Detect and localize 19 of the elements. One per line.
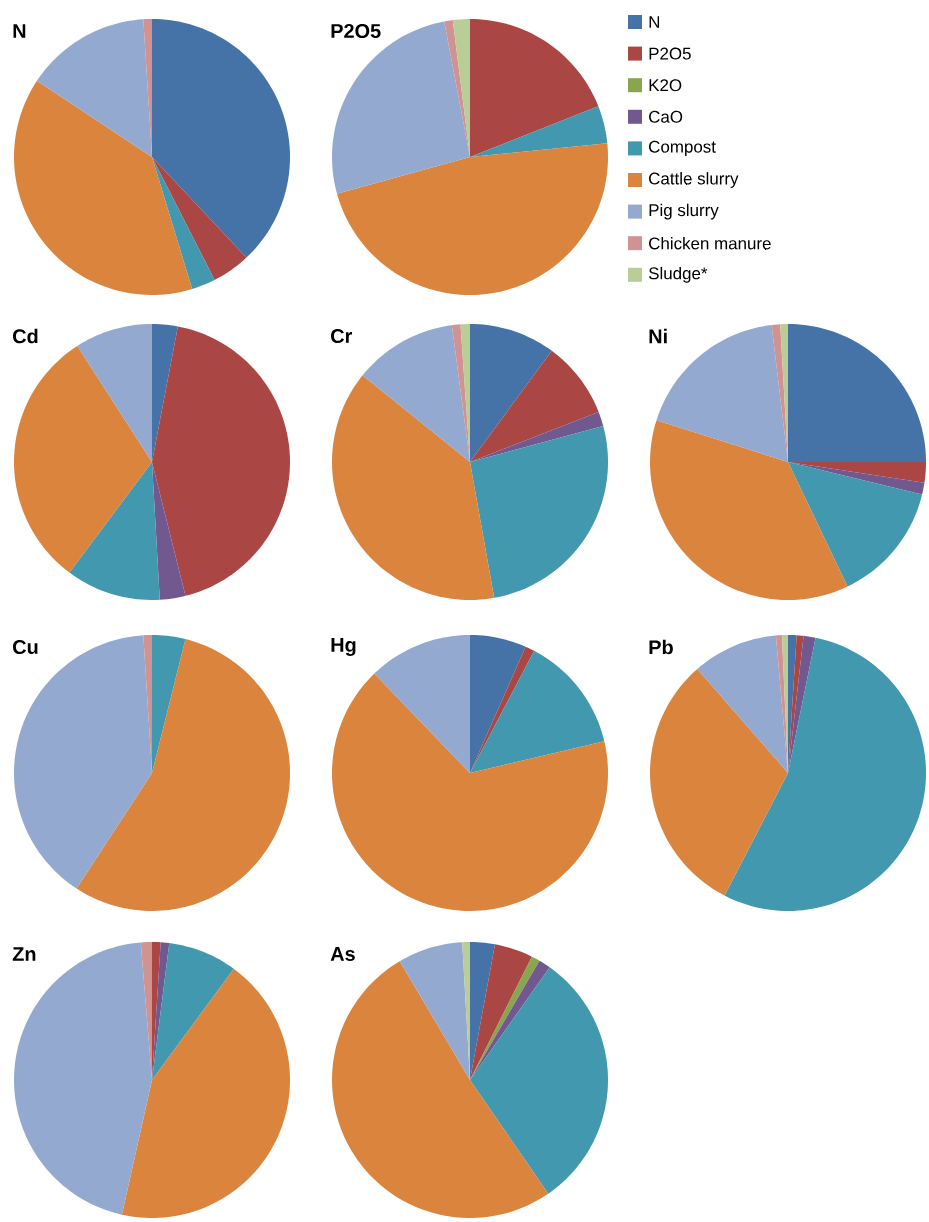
legend-label: Pig slurry bbox=[649, 203, 719, 220]
legend-label: P2O5 bbox=[649, 47, 691, 60]
chart-title: Pb bbox=[649, 639, 673, 655]
chart-title: N bbox=[13, 24, 26, 38]
legend-label: K2O bbox=[649, 79, 682, 92]
legend-label: Chicken manure bbox=[649, 236, 771, 250]
legend-label: Compost bbox=[649, 140, 716, 157]
chart-title: Ni bbox=[649, 328, 667, 344]
legend-label: Sludge* bbox=[648, 266, 708, 283]
legend-label: N bbox=[649, 16, 660, 28]
legend-label: CaO bbox=[649, 110, 683, 123]
chart-title: Hg bbox=[331, 638, 356, 656]
chart-title: Cu bbox=[13, 639, 38, 655]
legend-label: Cattle slurry bbox=[649, 172, 739, 188]
chart-title: As bbox=[330, 947, 355, 961]
chart-title: Zn bbox=[12, 947, 36, 961]
chart-title: P2O5 bbox=[331, 23, 381, 39]
chart-title: Cr bbox=[331, 328, 353, 344]
chart-title: Cd bbox=[13, 328, 38, 344]
